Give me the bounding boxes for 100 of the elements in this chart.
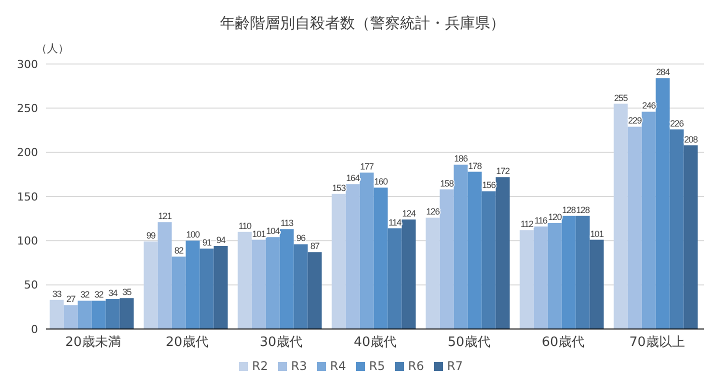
bar <box>670 129 684 329</box>
bar <box>280 229 294 329</box>
x-tick-label: 20歳代 <box>166 335 208 350</box>
data-label: 101 <box>590 228 604 239</box>
bar <box>186 240 200 329</box>
data-label: 128 <box>562 204 576 215</box>
data-label: 177 <box>360 162 374 172</box>
data-label: 226 <box>670 118 684 128</box>
legend-label: R3 <box>291 359 308 373</box>
data-label: 112 <box>520 219 534 230</box>
data-label: 35 <box>122 287 132 298</box>
data-label: 128 <box>576 204 590 215</box>
bar <box>144 242 158 329</box>
data-label: 156 <box>482 180 496 190</box>
data-label: 87 <box>310 241 320 252</box>
legend-label: R2 <box>252 359 268 373</box>
data-label: 96 <box>296 233 306 244</box>
data-label: 94 <box>216 234 226 245</box>
bar <box>496 177 510 329</box>
y-tick-label: 50 <box>24 278 38 292</box>
y-tick-label: 200 <box>17 146 38 160</box>
bar <box>200 248 214 329</box>
data-label: 116 <box>534 216 548 226</box>
x-tick-label: 70歳以上 <box>629 335 685 350</box>
bar <box>374 188 388 329</box>
bar <box>628 126 642 329</box>
x-tick-label: 50歳代 <box>448 335 490 350</box>
bar <box>106 298 120 329</box>
data-label: 121 <box>158 211 172 222</box>
bar <box>78 300 92 329</box>
legend-label: R7 <box>446 359 463 373</box>
bar <box>482 191 496 329</box>
y-tick-label: 100 <box>17 234 38 248</box>
x-tick-label: 20歳未満 <box>65 335 121 350</box>
data-label: 120 <box>548 212 562 222</box>
y-tick-label: 0 <box>31 322 38 336</box>
data-label: 113 <box>280 218 294 228</box>
data-label: 178 <box>468 160 482 171</box>
data-label: 91 <box>202 238 212 248</box>
bar <box>294 244 308 329</box>
y-tick-label: 250 <box>17 102 38 116</box>
bar <box>266 237 280 329</box>
bar <box>534 226 548 329</box>
bar <box>64 305 78 329</box>
bar <box>388 228 402 329</box>
bar <box>308 252 322 329</box>
data-label: 126 <box>426 206 440 217</box>
bar <box>214 246 228 329</box>
y-tick-label: 150 <box>17 190 38 204</box>
bar <box>520 230 534 329</box>
legend-label: R4 <box>330 359 346 373</box>
data-label: 172 <box>496 166 510 176</box>
bar <box>468 172 482 329</box>
bar <box>252 240 266 329</box>
data-label: 101 <box>252 228 266 239</box>
data-label: 104 <box>266 226 280 236</box>
y-axis-title: （人） <box>36 41 69 56</box>
data-label: 246 <box>642 100 656 111</box>
bar <box>158 222 172 329</box>
bar <box>50 300 64 329</box>
bar <box>590 240 604 329</box>
bar <box>332 194 346 329</box>
data-label: 229 <box>628 116 642 126</box>
bar <box>454 164 468 329</box>
bar <box>172 256 186 329</box>
bar <box>642 112 656 329</box>
x-tick-label: 30歳代 <box>260 335 302 350</box>
data-label: 114 <box>388 217 402 228</box>
data-label: 27 <box>66 294 76 304</box>
bar <box>360 172 374 329</box>
data-label: 82 <box>174 246 184 256</box>
bar <box>120 298 134 329</box>
bar <box>440 189 454 329</box>
data-label: 110 <box>238 220 252 231</box>
data-label: 153 <box>332 182 346 193</box>
bar <box>684 145 698 329</box>
data-label: 124 <box>402 208 416 218</box>
bar <box>346 184 360 329</box>
data-label: 32 <box>94 290 104 300</box>
legend-label: R5 <box>369 359 385 373</box>
bar <box>548 223 562 329</box>
bar <box>92 300 106 329</box>
bar <box>402 219 416 329</box>
data-label: 158 <box>440 178 454 188</box>
data-label: 99 <box>146 230 156 241</box>
data-label: 33 <box>52 288 62 299</box>
data-label: 164 <box>346 173 360 184</box>
bar <box>614 104 628 329</box>
bar <box>656 78 670 329</box>
data-label: 186 <box>454 154 468 164</box>
y-tick-label: 300 <box>17 58 38 71</box>
chart-title: 年齢階層別自殺者数（警察統計・兵庫県） <box>219 14 506 33</box>
data-label: 34 <box>108 288 118 298</box>
data-label: 255 <box>614 92 628 103</box>
data-label: 284 <box>656 67 670 78</box>
data-label: 160 <box>374 176 388 187</box>
bar <box>562 216 576 329</box>
bar <box>426 218 440 329</box>
x-tick-label: 40歳代 <box>354 335 396 350</box>
legend-label: R6 <box>408 359 424 373</box>
